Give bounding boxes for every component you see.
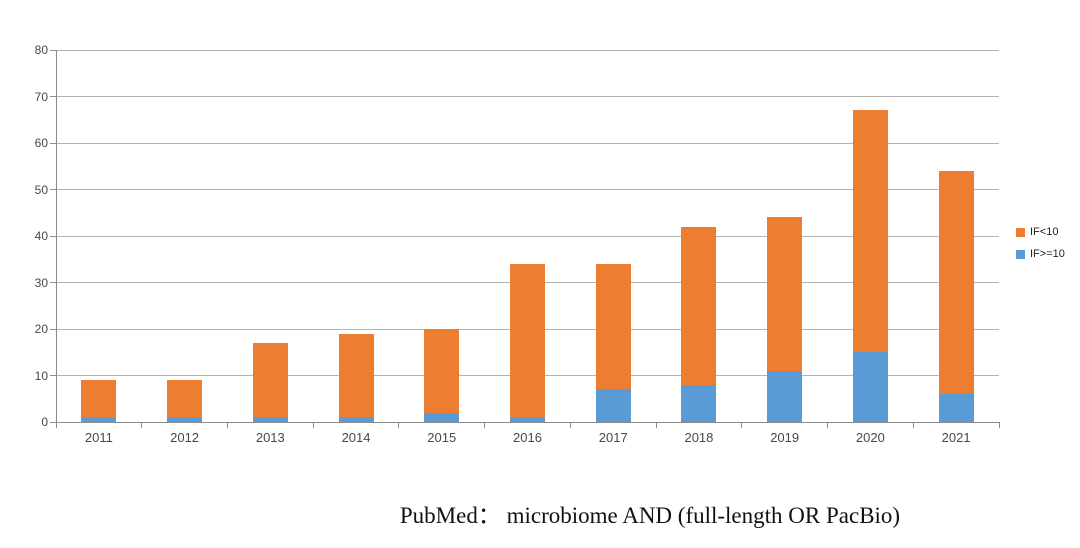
legend: IF<10 IF>=10 — [1016, 226, 1065, 270]
y-axis-tick — [50, 189, 56, 190]
bar-2018-top-segment — [681, 226, 717, 385]
y-axis-label: 60 — [34, 136, 48, 150]
bar-2019-top-segment — [767, 217, 803, 371]
y-axis-label: 40 — [34, 229, 48, 243]
y-axis-label: 80 — [34, 43, 48, 57]
y-axis-label: 0 — [41, 415, 48, 429]
x-axis-tick — [569, 422, 571, 428]
gridline-y50 — [56, 189, 999, 190]
bar-2015-top-segment — [424, 329, 460, 413]
bar-2019-bottom-segment — [767, 370, 803, 422]
y-axis-line — [55, 50, 57, 422]
x-axis-tick — [398, 422, 400, 428]
y-axis-label: 50 — [34, 182, 48, 197]
y-axis-tick — [50, 96, 56, 97]
bar-2012-bottom-segment — [167, 417, 203, 422]
x-axis-tick — [827, 422, 829, 428]
y-axis-tick — [50, 375, 56, 376]
bar-2015-bottom-segment — [424, 412, 460, 422]
x-axis-tick — [655, 422, 657, 428]
bar-2016-top-segment — [510, 263, 545, 418]
bar-2020-top-segment — [852, 110, 888, 353]
y-axis-tick — [50, 142, 56, 144]
x-axis-label: 2015 — [427, 430, 457, 445]
plot-area: 0 10 20 30 40 50 60 70 80 2011 2012 2013 2014 2015 201… — [34, 43, 1000, 445]
x-axis-line — [50, 421, 999, 423]
y-axis-tick — [50, 235, 56, 237]
y-axis-tick — [50, 49, 56, 51]
bar-2012-top-segment — [167, 380, 203, 418]
legend-entry: IF>=10 — [1016, 248, 1065, 261]
y-axis-label: 10 — [34, 368, 48, 383]
x-axis-tick — [912, 422, 914, 428]
x-axis-label: 2019 — [770, 430, 800, 445]
bar-2021-top-segment — [938, 170, 974, 395]
x-axis-tick — [312, 422, 314, 428]
x-axis-tick — [998, 422, 1000, 428]
bar-2018-bottom-segment — [681, 384, 717, 422]
bar-2017-top-segment — [595, 263, 631, 390]
x-axis-tick — [741, 422, 743, 428]
legend-label: IF<10 — [1030, 226, 1059, 238]
legend-swatch-icon — [1016, 228, 1025, 237]
legend-entry: IF<10 — [1016, 226, 1065, 239]
y-axis-label: 30 — [34, 275, 48, 290]
bar-2014-bottom-segment — [338, 417, 374, 422]
bar-2014-top-segment — [338, 333, 374, 418]
x-axis-tick — [484, 422, 486, 428]
x-axis-label: 2012 — [170, 430, 200, 445]
x-axis-label: 2021 — [941, 430, 971, 445]
gridline-y40 — [56, 235, 999, 237]
x-axis-tick — [141, 422, 143, 428]
x-axis-label: 2018 — [684, 430, 714, 445]
gridline-y70 — [56, 96, 999, 97]
gridline-y80 — [56, 49, 999, 51]
y-axis-label: 20 — [34, 322, 48, 336]
gridline-y60 — [56, 142, 999, 144]
bar-2011-top-segment — [81, 380, 117, 418]
x-axis-tick — [55, 422, 57, 428]
x-axis-label: 2020 — [855, 430, 885, 445]
bar-2016-bottom-segment — [510, 417, 545, 422]
bar-2020-bottom-segment — [852, 352, 888, 422]
x-axis-label: 2017 — [598, 430, 628, 445]
y-axis-tick — [50, 282, 56, 283]
x-axis-label: 2016 — [513, 430, 542, 445]
bar-2013-top-segment — [252, 342, 288, 418]
legend-swatch-icon — [1016, 250, 1025, 259]
y-axis-tick — [50, 328, 56, 330]
x-axis-label: 2011 — [84, 430, 113, 445]
x-axis-label: 2014 — [341, 430, 371, 445]
bar-2013-bottom-segment — [252, 417, 288, 422]
x-axis-tick — [226, 422, 228, 428]
x-axis-label: 2013 — [255, 430, 285, 445]
y-axis-label: 70 — [34, 89, 48, 104]
bar-2017-bottom-segment — [595, 389, 631, 422]
bar-2021-bottom-segment — [938, 394, 974, 422]
bar-2011-bottom-segment — [81, 417, 117, 422]
legend-label: IF>=10 — [1030, 248, 1065, 260]
caption: PubMed： microbiome AND (full-length OR P… — [399, 503, 901, 528]
